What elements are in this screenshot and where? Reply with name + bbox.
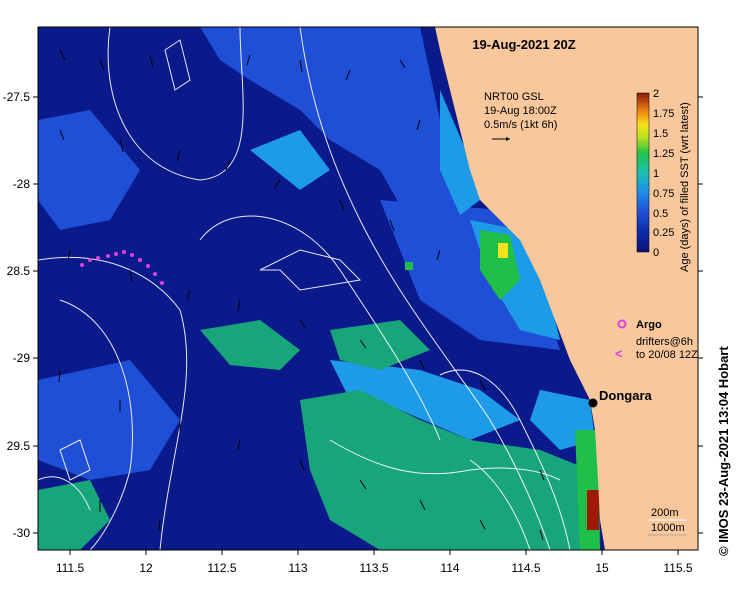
- drifters-legend-label-2: to 20/08 12Z: [636, 349, 698, 361]
- sst-region-teal: [200, 320, 300, 370]
- colorbar-tick: 1.25: [653, 148, 674, 160]
- x-tick-label: 114: [440, 561, 459, 575]
- isobath-200m-label: 200m: [651, 507, 679, 519]
- colorbar-tick: 0.5: [653, 208, 668, 220]
- x-tick-label: 111.5: [56, 561, 85, 575]
- x-axis-labels: 111.5 12 112.5 113 113.5 114 114.5 15 11…: [56, 561, 693, 575]
- sst-region-mid: [38, 360, 180, 480]
- axis-tick-marks: [33, 96, 703, 555]
- y-tick-label: -28: [13, 177, 31, 191]
- x-tick-label: 114.5: [511, 561, 540, 575]
- sst-region-teal: [300, 390, 600, 550]
- dongara-marker: [588, 398, 598, 408]
- current-contours: [38, 27, 571, 550]
- vector-legend-title: NRT00 GSL: [484, 91, 544, 103]
- colorbar-tick: 2: [653, 88, 659, 100]
- vector-legend-scale: 0.5m/s (1kt 6h): [484, 119, 557, 131]
- sst-region-teal: [330, 320, 430, 370]
- colorbar-tick: 1: [653, 168, 659, 180]
- drifter-legend-icon: <: [615, 346, 623, 361]
- y-tick-label: -29: [13, 351, 31, 365]
- colorbar-tick: 1.75: [653, 108, 674, 120]
- x-tick-label: 113.5: [359, 561, 388, 575]
- colorbar-tick: 0.25: [653, 227, 674, 239]
- sst-region-light: [250, 130, 330, 190]
- sst-region-light: [440, 90, 480, 215]
- plot-frame: [37, 26, 699, 551]
- y-tick-label: -30: [13, 526, 31, 540]
- sst-region-red: [587, 490, 599, 530]
- x-tick-label: 113: [288, 561, 307, 575]
- sst-region-green: [405, 262, 413, 270]
- y-tick-label: 29.5: [7, 439, 31, 453]
- land-mass: [435, 27, 698, 550]
- x-tick-label: 15: [595, 561, 609, 575]
- sst-region-yellow: [498, 243, 508, 258]
- drifter-track: [80, 250, 164, 285]
- y-axis-labels: -27.5 -28 28.5 -29 29.5 -30: [3, 90, 31, 540]
- vector-scale-arrow: [492, 137, 510, 141]
- colorbar-ticks: 2 1.75 1.5 1.25 1 0.75 0.5 0.25 0: [653, 88, 674, 259]
- x-tick-label: 12: [139, 561, 153, 575]
- sst-region-mid: [200, 27, 470, 260]
- y-tick-label: -27.5: [3, 90, 31, 104]
- x-tick-label: 112.5: [207, 561, 236, 575]
- colorbar-tick: 0: [653, 247, 659, 259]
- map-title: 19-Aug-2021 20Z: [472, 37, 575, 52]
- credit-text: © IMOS 23-Aug-2021 13:04 Hobart: [716, 346, 731, 556]
- sst-region-teal: [38, 480, 110, 550]
- colorbar: [636, 92, 650, 253]
- colorbar-tick: 0.75: [653, 188, 674, 200]
- colorbar-label: Age (days) of filled SST (wrt latest): [679, 102, 691, 272]
- x-tick-label: 115.5: [663, 561, 692, 575]
- current-vectors: [58, 49, 545, 541]
- isobath-1000m-label: 1000m: [651, 522, 685, 534]
- y-tick-label: 28.5: [7, 264, 31, 278]
- drifters-legend-label: drifters@6h: [636, 336, 693, 348]
- sst-region-green: [480, 230, 520, 300]
- dongara-label: Dongara: [599, 388, 653, 403]
- argo-legend-icon: [617, 319, 627, 329]
- argo-legend-label: Argo: [636, 319, 662, 331]
- vector-legend-time: 19-Aug 18:00Z: [484, 105, 557, 117]
- sst-region-light: [330, 360, 520, 440]
- colorbar-tick: 1.5: [653, 128, 668, 140]
